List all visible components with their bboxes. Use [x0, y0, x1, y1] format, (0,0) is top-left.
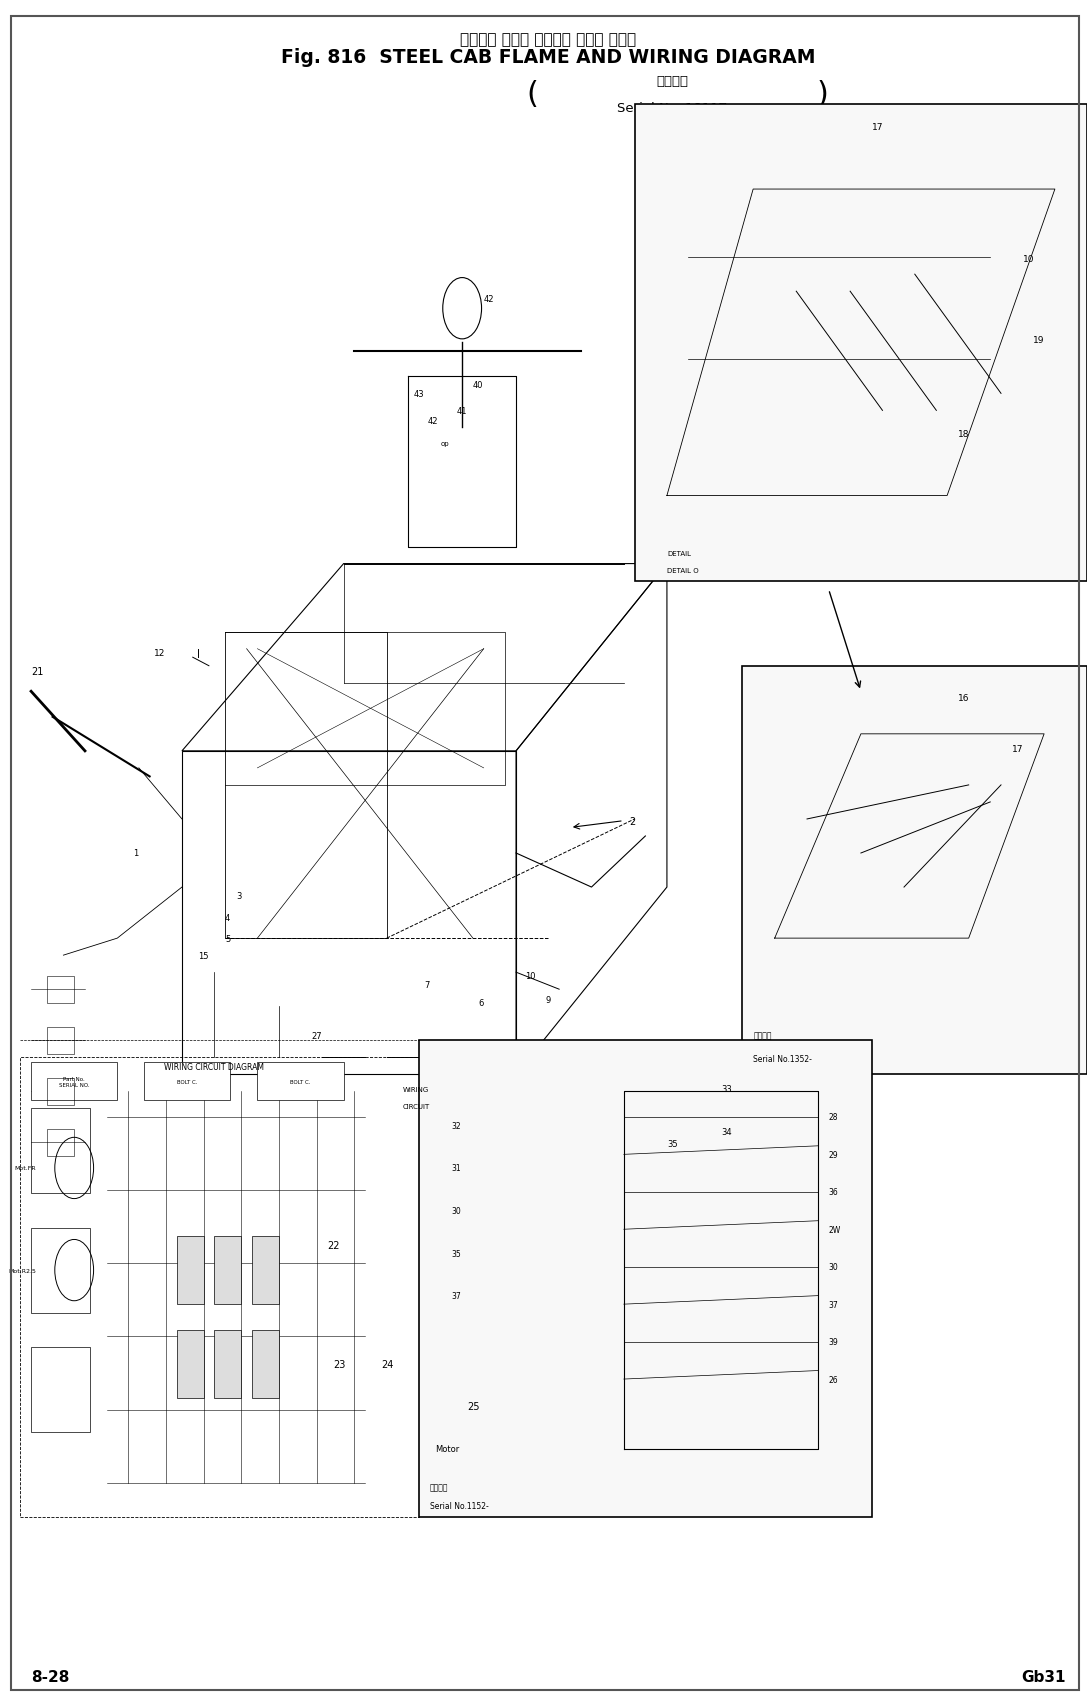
Text: 41: 41	[457, 406, 468, 415]
Text: 8-28: 8-28	[32, 1669, 70, 1683]
Bar	[252, 1330, 279, 1398]
Text: 37: 37	[451, 1292, 461, 1301]
Text: Gb31: Gb31	[1021, 1669, 1066, 1683]
Text: 16: 16	[958, 693, 969, 702]
Bar	[47, 1128, 74, 1156]
Bar	[177, 1236, 204, 1304]
Bar	[47, 1079, 74, 1106]
Text: 適用号機: 適用号機	[429, 1483, 448, 1492]
Text: 25: 25	[468, 1401, 480, 1412]
Bar	[47, 976, 74, 1004]
Text: 39: 39	[828, 1337, 838, 1347]
Text: 35: 35	[667, 1139, 678, 1149]
Text: 1: 1	[133, 848, 138, 859]
Text: 36: 36	[828, 1188, 838, 1197]
Text: 28: 28	[828, 1113, 838, 1121]
FancyBboxPatch shape	[32, 1063, 118, 1101]
Text: 40: 40	[473, 381, 484, 391]
Text: 3: 3	[235, 891, 241, 901]
Text: 21: 21	[32, 666, 44, 676]
Bar	[32, 1347, 90, 1432]
Text: 30: 30	[828, 1263, 838, 1272]
Text: 29: 29	[828, 1151, 838, 1159]
Bar	[47, 1028, 74, 1055]
Text: WIRING: WIRING	[403, 1087, 429, 1092]
Text: Serial No.1152-: Serial No.1152-	[429, 1502, 488, 1511]
FancyBboxPatch shape	[742, 666, 1087, 1075]
Text: Part No.
SERIAL NO.: Part No. SERIAL NO.	[59, 1075, 89, 1087]
Text: 31: 31	[451, 1164, 461, 1173]
Text: 42: 42	[427, 417, 438, 425]
Text: 23: 23	[332, 1359, 346, 1369]
Text: BOLT C.: BOLT C.	[290, 1079, 311, 1084]
FancyBboxPatch shape	[257, 1063, 343, 1101]
Bar	[32, 1227, 90, 1313]
Text: 5: 5	[225, 934, 230, 942]
Text: 2: 2	[629, 816, 635, 826]
Text: 18: 18	[958, 430, 969, 439]
Text: スチール キャブ フレーム および 配線図: スチール キャブ フレーム および 配線図	[460, 32, 637, 48]
Text: 10: 10	[1022, 254, 1034, 263]
Text: 32: 32	[451, 1121, 461, 1130]
Text: 17: 17	[1012, 744, 1024, 753]
Text: 17: 17	[872, 123, 883, 133]
Text: 2W: 2W	[828, 1226, 840, 1234]
Text: 4: 4	[225, 913, 230, 923]
Text: DETAIL O: DETAIL O	[667, 568, 699, 574]
FancyBboxPatch shape	[144, 1063, 230, 1101]
Text: CIRCUIT: CIRCUIT	[403, 1104, 431, 1110]
Text: 12: 12	[155, 649, 166, 657]
Bar	[177, 1330, 204, 1398]
FancyBboxPatch shape	[634, 104, 1087, 582]
Text: Serial No. 1811～: Serial No. 1811～	[617, 101, 727, 114]
Text: 33: 33	[720, 1084, 731, 1094]
Text: 24: 24	[382, 1359, 393, 1369]
Text: ): )	[816, 80, 828, 109]
Text: 43: 43	[414, 389, 424, 399]
Text: Mot.FR: Mot.FR	[15, 1166, 36, 1171]
Text: DETAIL: DETAIL	[667, 551, 691, 556]
Text: 適用号機: 適用号機	[656, 75, 688, 87]
FancyBboxPatch shape	[419, 1041, 872, 1518]
Text: 27: 27	[312, 1031, 322, 1040]
Text: Serial No.1352-: Serial No.1352-	[753, 1055, 812, 1063]
Text: BOLT C.: BOLT C.	[177, 1079, 197, 1084]
Text: 9: 9	[545, 995, 550, 1004]
Text: 6: 6	[479, 999, 484, 1007]
Text: (: (	[526, 80, 538, 109]
Text: 10: 10	[524, 971, 535, 980]
Text: 37: 37	[828, 1301, 838, 1309]
Text: 26: 26	[828, 1374, 838, 1384]
Text: 34: 34	[720, 1127, 731, 1137]
Text: 35: 35	[451, 1250, 461, 1258]
Text: WIRING CIRCUIT DIAGRAM: WIRING CIRCUIT DIAGRAM	[165, 1062, 264, 1072]
Text: Motor: Motor	[435, 1444, 460, 1453]
Bar	[215, 1236, 241, 1304]
Text: op: op	[440, 440, 449, 447]
Text: 15: 15	[198, 951, 208, 959]
Bar	[252, 1236, 279, 1304]
Text: Mot.R2.5: Mot.R2.5	[9, 1268, 36, 1273]
Text: 30: 30	[451, 1207, 461, 1215]
Bar	[215, 1330, 241, 1398]
Text: Fig. 816  STEEL CAB FLAME AND WIRING DIAGRAM: Fig. 816 STEEL CAB FLAME AND WIRING DIAG…	[281, 48, 815, 68]
Bar	[32, 1110, 90, 1193]
Text: 22: 22	[327, 1239, 340, 1250]
Text: 19: 19	[1033, 336, 1045, 345]
Text: 7: 7	[424, 980, 429, 988]
Text: 適用号機: 適用号機	[753, 1031, 772, 1040]
Text: 42: 42	[484, 294, 494, 304]
